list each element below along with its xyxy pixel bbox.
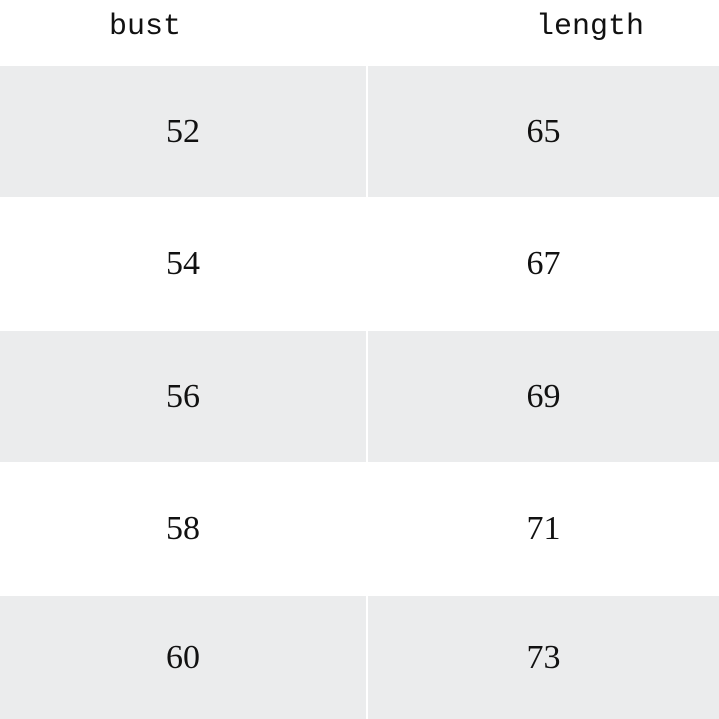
table-row: 56 69 (0, 331, 719, 462)
table-row: 60 73 (0, 596, 719, 719)
column-header-bust: bust (108, 10, 181, 44)
length-cell: 69 (368, 331, 719, 462)
table-row: 58 71 (0, 462, 719, 596)
bust-cell: 52 (0, 66, 366, 197)
length-cell: 73 (368, 596, 719, 719)
length-cell: 71 (526, 510, 561, 547)
bust-cell: 58 (166, 510, 200, 547)
bust-cell: 60 (0, 596, 366, 719)
bust-cell: 54 (166, 245, 200, 282)
length-cell: 67 (526, 245, 561, 282)
table-row: 52 65 (0, 66, 719, 197)
length-cell: 65 (368, 66, 719, 197)
column-header-length: length (535, 10, 645, 44)
bust-cell: 56 (0, 331, 366, 462)
table-row: 54 67 (0, 197, 719, 331)
